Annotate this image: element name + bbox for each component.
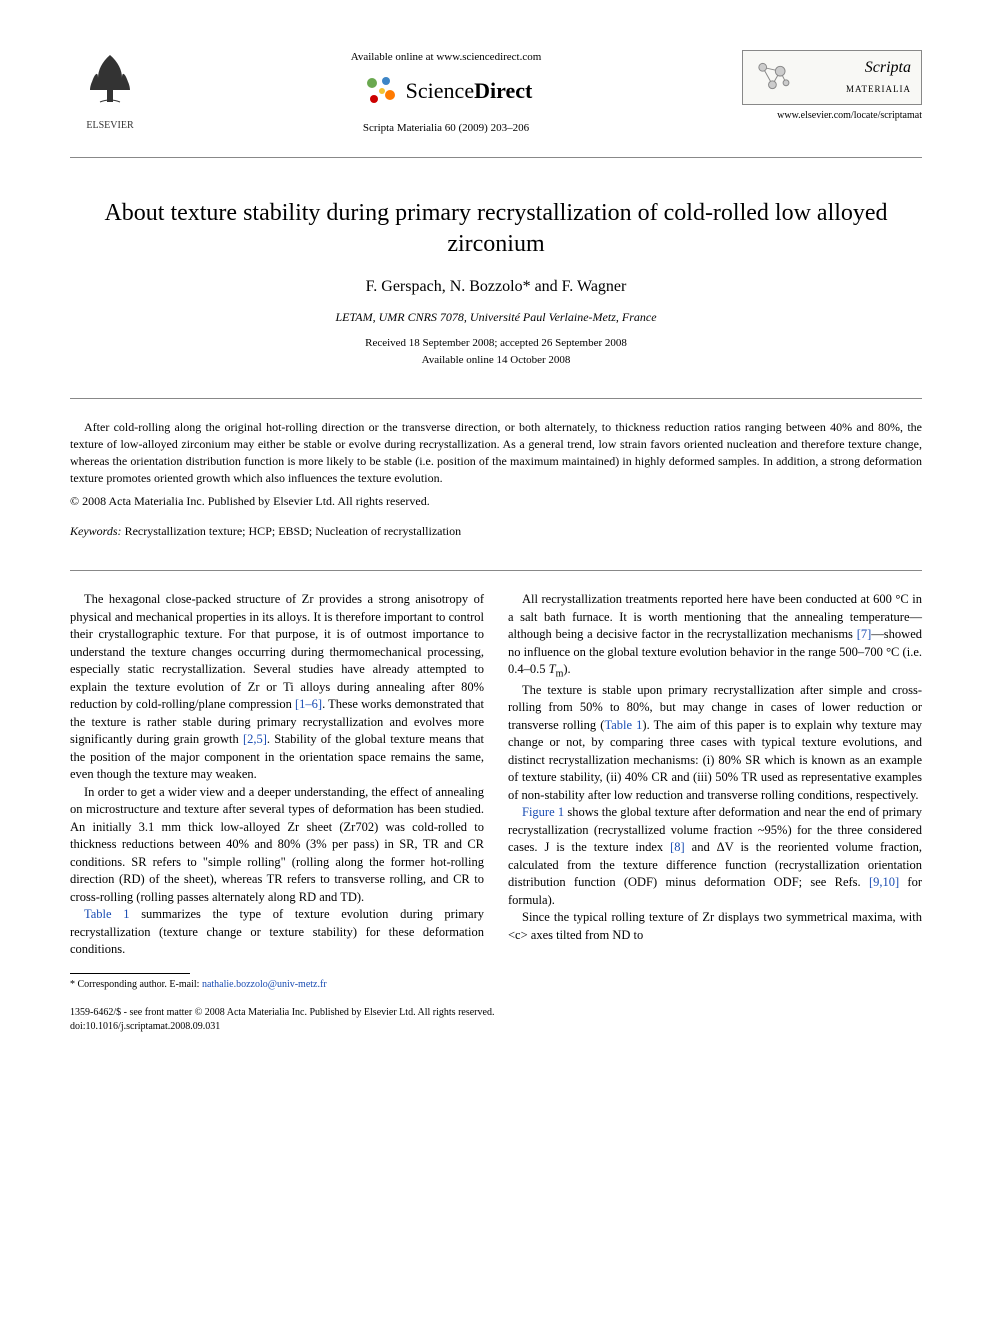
body-para-4: All recrystallization treatments reporte… <box>508 591 922 682</box>
sd-direct: Direct <box>474 78 532 103</box>
authors: F. Gerspach, N. Bozzolo* and F. Wagner <box>70 276 922 298</box>
corresponding-author-footnote: * Corresponding author. E-mail: nathalie… <box>70 978 922 992</box>
ref-link-8[interactable]: [8] <box>670 840 685 854</box>
elsevier-logo: ELSEVIER <box>70 50 150 133</box>
elsevier-tree-icon <box>80 50 140 110</box>
keywords-label: Keywords: <box>70 524 122 538</box>
keywords-line: Keywords: Recrystallization texture; HCP… <box>70 523 922 540</box>
sciencedirect-text: ScienceDirect <box>406 76 533 107</box>
available-online-text: Available online at www.sciencedirect.co… <box>170 50 722 65</box>
copyright-text: © 2008 Acta Materialia Inc. Published by… <box>70 493 922 510</box>
abstract-text: After cold-rolling along the original ho… <box>70 419 922 486</box>
p1-text-a: The hexagonal close-packed structure of … <box>70 592 484 711</box>
sciencedirect-logo: ScienceDirect <box>170 71 722 111</box>
materialia-word: MATERIALIA <box>846 84 911 94</box>
p4-text-c: ). <box>563 662 570 676</box>
footnote-email-link[interactable]: nathalie.bozzolo@univ-metz.fr <box>202 979 327 990</box>
body-para-2: In order to get a wider view and a deepe… <box>70 784 484 907</box>
ref-link-table1b[interactable]: Table 1 <box>604 718 642 732</box>
scripta-molecule-icon <box>753 57 792 97</box>
p3-text-b: summarizes the type of texture evolution… <box>70 907 484 956</box>
sd-science: Science <box>406 78 474 103</box>
ref-link-table1a[interactable]: Table 1 <box>84 907 130 921</box>
footer-doi: doi:10.1016/j.scriptamat.2008.09.031 <box>70 1020 922 1034</box>
ref-link-1-6[interactable]: [1–6] <box>295 697 322 711</box>
article-title: About texture stability during primary r… <box>70 198 922 260</box>
scripta-title: Scripta MATERIALIA <box>800 57 911 98</box>
sciencedirect-icon <box>360 71 400 111</box>
page-header: ELSEVIER Available online at www.science… <box>70 50 922 137</box>
scripta-word: Scripta <box>865 59 911 76</box>
affiliation: LETAM, UMR CNRS 7078, Université Paul Ve… <box>70 309 922 326</box>
keywords-values: Recrystallization texture; HCP; EBSD; Nu… <box>122 524 462 538</box>
article-body: The hexagonal close-packed structure of … <box>70 591 922 959</box>
body-para-6: Figure 1 shows the global texture after … <box>508 804 922 909</box>
dates: Received 18 September 2008; accepted 26 … <box>70 335 922 368</box>
journal-logo-block: Scripta MATERIALIA www.elsevier.com/loca… <box>742 50 922 123</box>
abstract-top-divider <box>70 398 922 399</box>
elsevier-label: ELSEVIER <box>70 119 150 133</box>
abstract-bottom-divider <box>70 570 922 571</box>
scripta-box: Scripta MATERIALIA <box>742 50 922 105</box>
ref-link-9-10[interactable]: [9,10] <box>869 875 899 889</box>
body-para-7: Since the typical rolling texture of Zr … <box>508 909 922 944</box>
footer-copyright: 1359-6462/$ - see front matter © 2008 Ac… <box>70 1006 922 1020</box>
body-para-3: Table 1 summarizes the type of texture e… <box>70 906 484 959</box>
ref-link-fig1[interactable]: Figure 1 <box>522 805 564 819</box>
online-date: Available online 14 October 2008 <box>422 354 571 366</box>
footnote-separator <box>70 973 190 974</box>
page-footer: 1359-6462/$ - see front matter © 2008 Ac… <box>70 1006 922 1034</box>
ref-link-2-5[interactable]: [2,5] <box>243 732 267 746</box>
received-date: Received 18 September 2008; accepted 26 … <box>365 337 627 349</box>
citation-text: Scripta Materialia 60 (2009) 203–206 <box>170 121 722 136</box>
body-para-5: The texture is stable upon primary recry… <box>508 682 922 805</box>
center-header: Available online at www.sciencedirect.co… <box>150 50 742 137</box>
header-divider <box>70 157 922 158</box>
tm-symbol: T <box>549 662 556 676</box>
ref-link-7[interactable]: [7] <box>857 627 872 641</box>
body-para-1: The hexagonal close-packed structure of … <box>70 591 484 784</box>
journal-url: www.elsevier.com/locate/scriptamat <box>742 109 922 123</box>
footnote-label: * Corresponding author. E-mail: <box>70 979 202 990</box>
